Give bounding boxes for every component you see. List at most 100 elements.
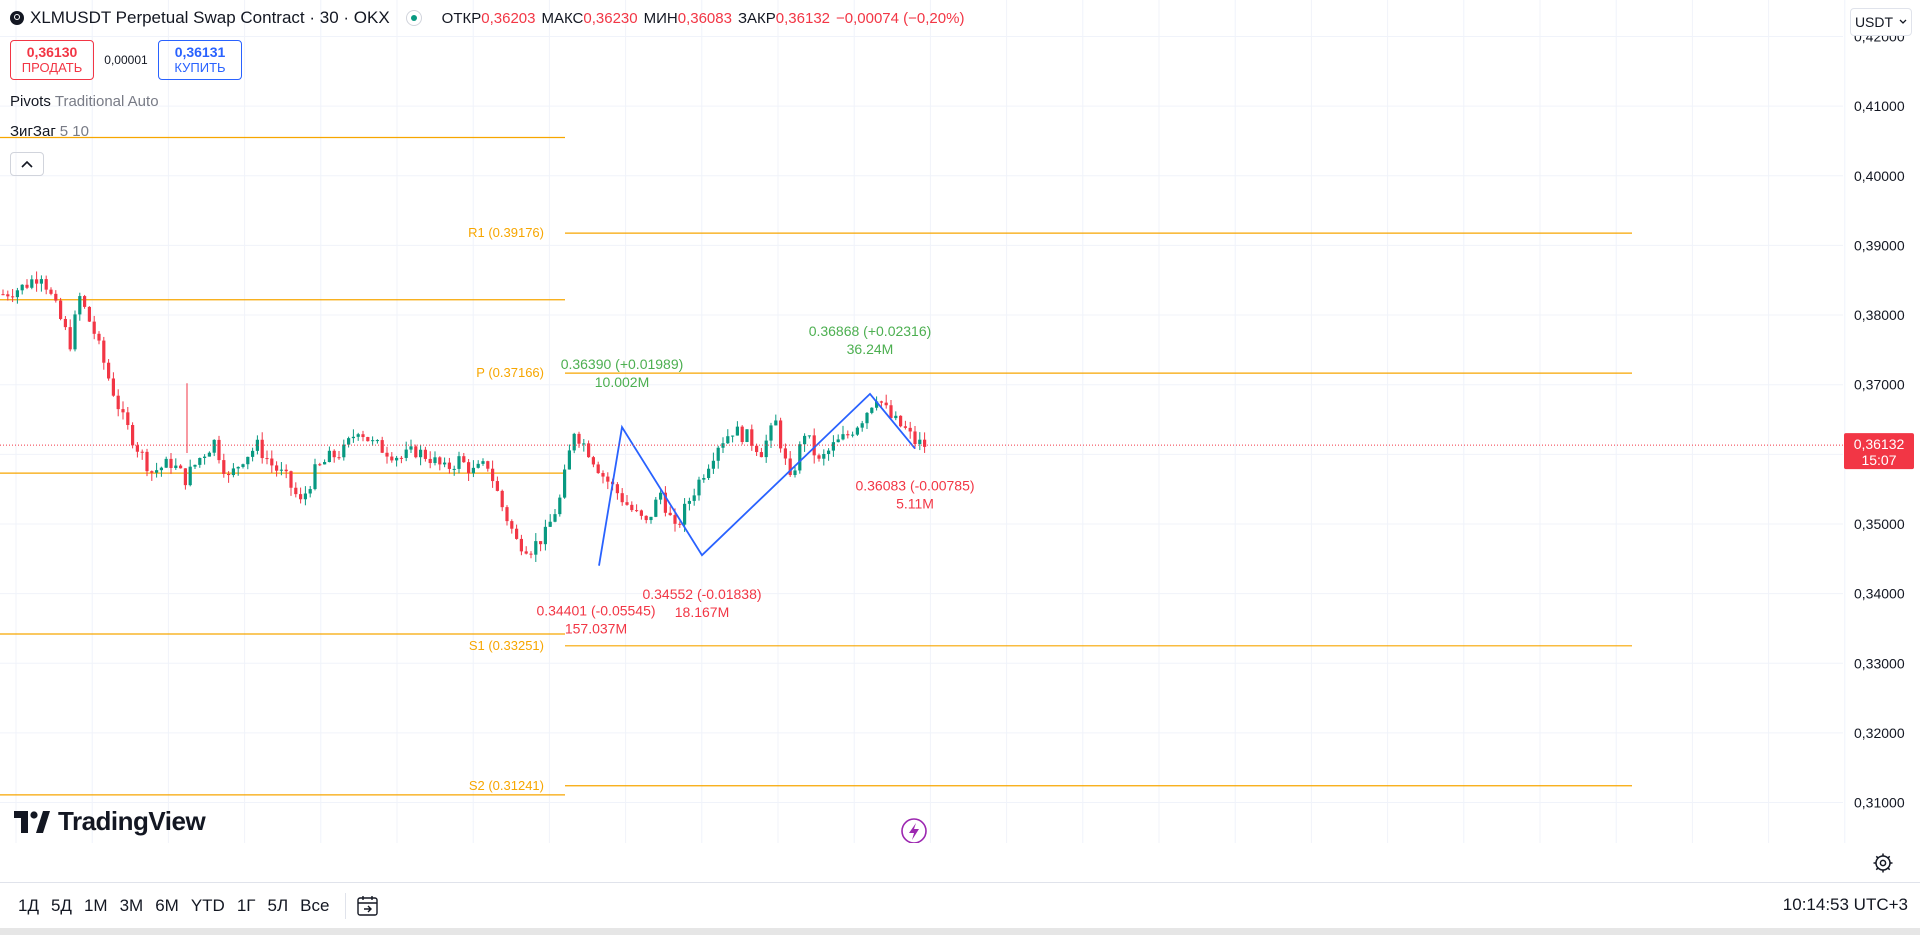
candle-body: [683, 503, 687, 525]
candle: [870, 407, 874, 415]
candle-body: [659, 492, 663, 500]
candle: [419, 444, 423, 466]
range-button[interactable]: 5Л: [267, 895, 289, 915]
candle-body: [6, 294, 10, 297]
candle-body: [899, 415, 903, 427]
candle: [54, 290, 58, 303]
candle: [169, 452, 173, 474]
zigzag-indicator-legend[interactable]: ЗигЗаг 5 10: [10, 123, 89, 140]
zigzag-pivot-volume: 36.24M: [847, 341, 894, 357]
zigzag-pivot-volume: 5.11M: [896, 496, 934, 512]
candle: [668, 506, 672, 516]
range-button[interactable]: 5Д: [50, 895, 72, 915]
candle: [121, 401, 125, 420]
candle-body: [179, 465, 183, 469]
price-tick-label: 0,37000: [1854, 377, 1905, 393]
tradingview-logo[interactable]: TradingView: [14, 806, 206, 837]
candle-body: [702, 478, 706, 480]
candle-body: [615, 484, 619, 494]
candle: [649, 516, 653, 524]
candle-body: [870, 407, 874, 413]
settings-gear-icon[interactable]: [1872, 852, 1894, 874]
candle: [807, 435, 811, 439]
candle-body: [543, 526, 547, 545]
candle-body: [534, 541, 538, 555]
candle: [318, 462, 322, 467]
candle: [855, 426, 859, 436]
candle: [452, 465, 456, 476]
candle: [371, 436, 375, 446]
bottom-toolbar: 1Д 5Д 1М 3М 6М YTD 1Г 5Л Все 10:14:53 UTC+3: [0, 882, 1920, 928]
candle: [308, 485, 312, 498]
candle: [433, 451, 437, 466]
candle: [294, 482, 298, 498]
candle: [822, 449, 826, 466]
candle: [591, 455, 595, 468]
candle: [279, 462, 283, 476]
chevron-up-icon: [21, 160, 33, 168]
utc-clock[interactable]: 10:14:53 UTC+3: [1782, 895, 1908, 914]
market-status-icon[interactable]: [405, 10, 422, 26]
candle: [803, 433, 807, 452]
price-axis-ticks: 0,420000,410000,400000,390000,380000,370…: [1854, 28, 1905, 810]
candle: [92, 315, 96, 340]
range-button[interactable]: 1М: [83, 895, 108, 915]
candle: [332, 449, 336, 463]
collapse-legend-button[interactable]: [10, 152, 44, 176]
candle-body: [246, 456, 250, 465]
last-price-countdown: 15:07: [1861, 452, 1896, 468]
candle: [131, 422, 135, 449]
candle: [303, 486, 307, 506]
range-button[interactable]: 3М: [119, 895, 144, 915]
range-button[interactable]: YTD: [190, 895, 225, 915]
calendar-goto-icon[interactable]: [356, 895, 380, 917]
candle-body: [505, 507, 509, 522]
candle-body: [596, 464, 600, 474]
zigzag-pivot-volume: 18.167M: [675, 604, 729, 620]
candle-body: [630, 504, 634, 511]
pivot-label: S2 (0.31241): [469, 778, 544, 793]
pivots-indicator-legend[interactable]: Pivots Traditional Auto: [10, 93, 159, 110]
candle: [836, 434, 840, 443]
symbol-title[interactable]: XLMUSDT Perpetual Swap Contract · 30 · O…: [30, 8, 390, 27]
candle-body: [131, 425, 135, 446]
candle: [15, 287, 19, 304]
candle-body: [49, 289, 53, 294]
candle: [399, 455, 403, 464]
candle: [457, 451, 461, 474]
range-button[interactable]: 6М: [155, 895, 179, 915]
candle: [630, 501, 634, 512]
sell-button[interactable]: 0,36130 ПРОДАТЬ: [10, 40, 94, 80]
trade-panel: 0,36130 ПРОДАТЬ 0,00001 0,36131 КУПИТЬ: [10, 40, 242, 80]
candle-body: [500, 490, 504, 508]
candle-body: [107, 362, 111, 379]
candle: [20, 284, 24, 295]
candle-body: [860, 423, 864, 428]
candle-body: [289, 471, 293, 488]
candle: [116, 389, 120, 417]
candle: [395, 455, 399, 467]
candle-body: [572, 433, 576, 451]
candle: [615, 482, 619, 500]
toolbar-divider: [345, 892, 347, 919]
candle-body: [793, 470, 797, 476]
candle-body: [39, 279, 43, 284]
candle: [755, 443, 759, 457]
candle-body: [83, 296, 87, 307]
candle-body: [102, 340, 106, 363]
range-button[interactable]: 1Г: [236, 895, 256, 915]
range-button[interactable]: Все: [300, 895, 330, 915]
candle-body: [707, 468, 711, 479]
candle-body: [745, 429, 749, 442]
candle: [500, 489, 504, 512]
buy-button[interactable]: 0,36131 КУПИТЬ: [158, 40, 242, 80]
currency-selector[interactable]: USDT: [1850, 8, 1912, 36]
candle-body: [438, 457, 442, 465]
candle-body: [798, 444, 802, 471]
sell-label: ПРОДАТЬ: [21, 60, 83, 75]
candle: [260, 432, 264, 464]
range-button[interactable]: 1Д: [18, 895, 39, 915]
candle: [486, 460, 490, 472]
candle-body: [337, 457, 341, 459]
